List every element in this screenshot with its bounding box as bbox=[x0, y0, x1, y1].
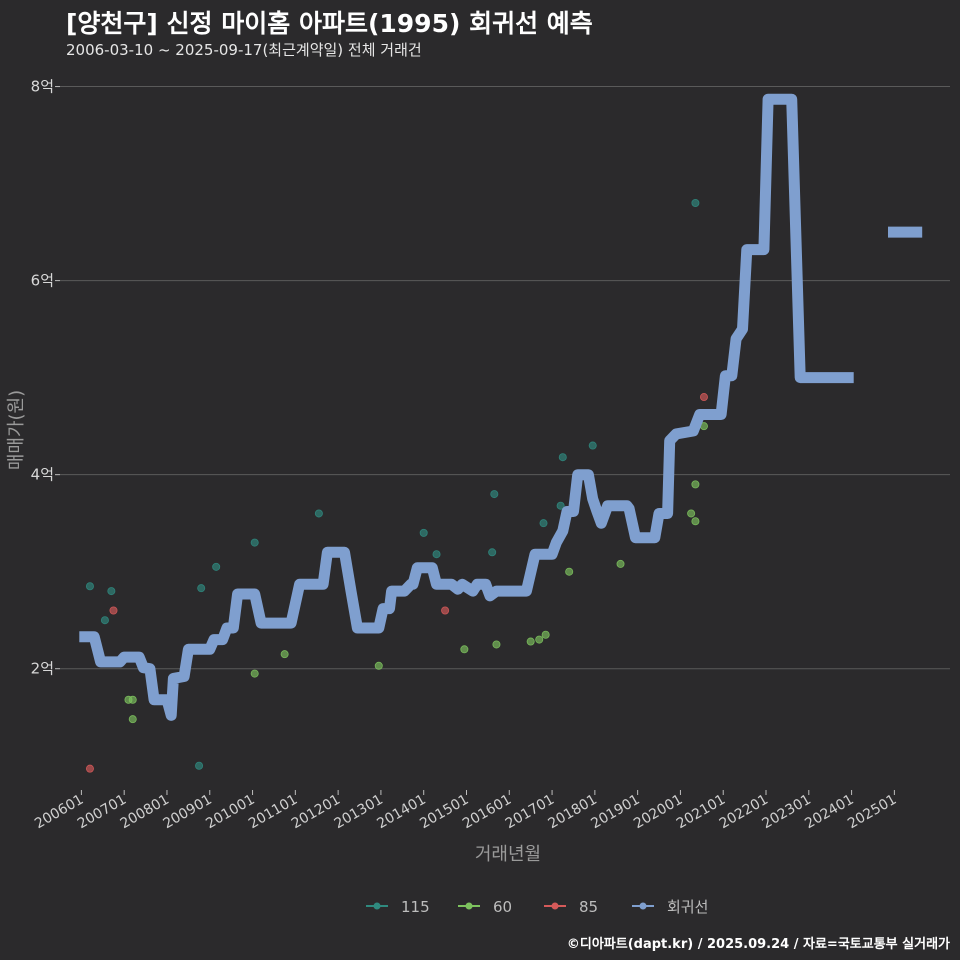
legend-label: 60 bbox=[493, 898, 512, 916]
data-point-115 bbox=[314, 509, 323, 518]
legend-label: 회귀선 bbox=[667, 898, 708, 916]
data-point-60 bbox=[280, 650, 289, 659]
legend-key-dot bbox=[373, 902, 381, 910]
data-point-60 bbox=[691, 480, 700, 489]
chart-subtitle: 2006-03-10 ~ 2025-09-17(최근계약일) 전체 거래건 bbox=[66, 41, 422, 59]
data-point-115 bbox=[432, 550, 441, 559]
y-axis-label: 매매가(원) bbox=[6, 390, 27, 470]
data-point-115 bbox=[691, 198, 700, 207]
data-point-115 bbox=[488, 548, 497, 557]
legend-key-dot bbox=[551, 902, 559, 910]
data-point-115 bbox=[556, 501, 565, 510]
data-point-115 bbox=[212, 562, 221, 571]
data-point-60 bbox=[128, 695, 137, 704]
data-point-60 bbox=[526, 637, 535, 646]
data-point-60 bbox=[374, 661, 383, 670]
y-axis-ticks: 2억 4억 6억 8억 bbox=[31, 78, 60, 678]
data-point-85 bbox=[699, 393, 708, 402]
y-tick-label: 6억 bbox=[31, 272, 54, 290]
data-point-60 bbox=[535, 635, 544, 644]
data-point-115 bbox=[558, 453, 567, 462]
data-point-115 bbox=[100, 616, 109, 625]
data-point-60 bbox=[616, 559, 625, 568]
regression-line-layer bbox=[79, 93, 923, 721]
data-point-60 bbox=[128, 715, 137, 724]
legend-key-dot bbox=[639, 902, 647, 910]
data-point-115 bbox=[419, 528, 428, 537]
data-point-115 bbox=[539, 519, 548, 528]
data-point-85 bbox=[109, 606, 118, 615]
data-point-115 bbox=[197, 584, 206, 593]
data-point-115 bbox=[490, 490, 499, 499]
y-tick-label: 2억 bbox=[31, 660, 54, 678]
data-point-60 bbox=[691, 517, 700, 526]
x-axis-label: 거래년월 bbox=[475, 844, 541, 865]
scatter-points bbox=[85, 198, 708, 773]
legend: 115 60 85 회귀선 bbox=[366, 898, 708, 916]
data-point-115 bbox=[250, 538, 259, 547]
data-point-115 bbox=[107, 587, 116, 596]
data-point-60 bbox=[687, 509, 696, 518]
data-point-115 bbox=[195, 761, 204, 770]
data-point-60 bbox=[565, 567, 574, 576]
legend-label: 85 bbox=[579, 898, 598, 916]
data-point-60 bbox=[460, 645, 469, 654]
data-point-115 bbox=[588, 441, 597, 450]
data-point-115 bbox=[85, 582, 94, 591]
data-point-85 bbox=[441, 606, 450, 615]
regression-line bbox=[79, 93, 854, 721]
chart-title: [양천구] 신정 마이홈 아파트(1995) 회귀선 예측 bbox=[66, 9, 593, 38]
footer-credit: ©디아파트(dapt.kr) / 2025.09.24 / 자료=국토교통부 실… bbox=[566, 937, 950, 952]
x-axis-ticks: 2006012007012008012009012010012011012012… bbox=[32, 790, 899, 832]
legend-key-dot bbox=[465, 902, 473, 910]
y-tick-label: 4억 bbox=[31, 466, 54, 484]
gridlines bbox=[60, 86, 950, 670]
data-point-60 bbox=[250, 669, 259, 678]
data-point-60 bbox=[541, 630, 550, 639]
legend-label: 115 bbox=[401, 898, 430, 916]
data-point-85 bbox=[85, 764, 94, 773]
x-tick-label: 202501 bbox=[845, 792, 899, 833]
y-tick-label: 8억 bbox=[31, 78, 54, 96]
data-point-60 bbox=[492, 640, 501, 649]
